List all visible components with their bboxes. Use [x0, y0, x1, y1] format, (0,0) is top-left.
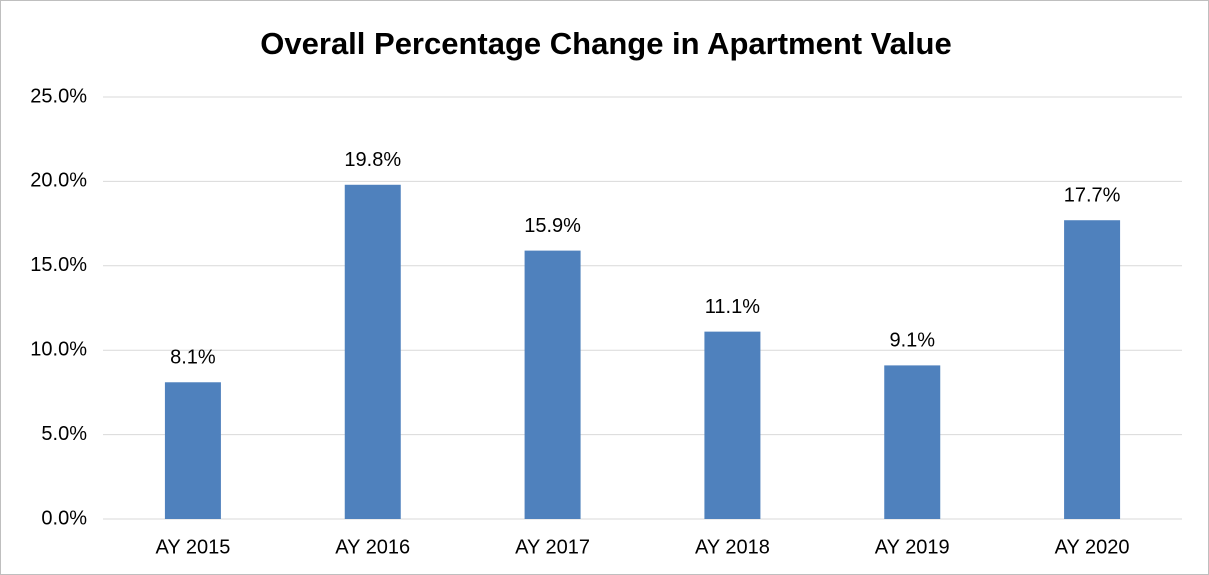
x-tick-label: AY 2019 — [875, 536, 950, 558]
y-tick-label: 5.0% — [41, 423, 87, 445]
data-label: 8.1% — [170, 347, 216, 369]
data-label: 19.8% — [344, 149, 401, 171]
bar — [1064, 220, 1121, 519]
x-tick-label: AY 2020 — [1055, 536, 1130, 558]
x-tick-label: AY 2015 — [155, 536, 230, 558]
x-tick-label: AY 2017 — [515, 536, 590, 558]
data-label: 17.7% — [1064, 185, 1121, 207]
y-tick-label: 0.0% — [41, 507, 87, 529]
y-tick-label: 10.0% — [30, 338, 87, 360]
chart-title: Overall Percentage Change in Apartment V… — [260, 26, 951, 61]
y-tick-label: 20.0% — [30, 170, 87, 192]
x-tick-label: AY 2016 — [335, 536, 410, 558]
data-label: 11.1% — [705, 296, 760, 318]
bar — [704, 331, 761, 519]
data-label: 15.9% — [524, 215, 581, 237]
bar — [344, 184, 401, 519]
data-label: 9.1% — [889, 330, 935, 352]
bar — [884, 365, 941, 519]
bar — [164, 382, 221, 519]
x-tick-label: AY 2018 — [695, 536, 770, 558]
bar — [524, 250, 581, 519]
y-tick-label: 15.0% — [30, 254, 87, 276]
y-tick-label: 25.0% — [30, 85, 87, 107]
